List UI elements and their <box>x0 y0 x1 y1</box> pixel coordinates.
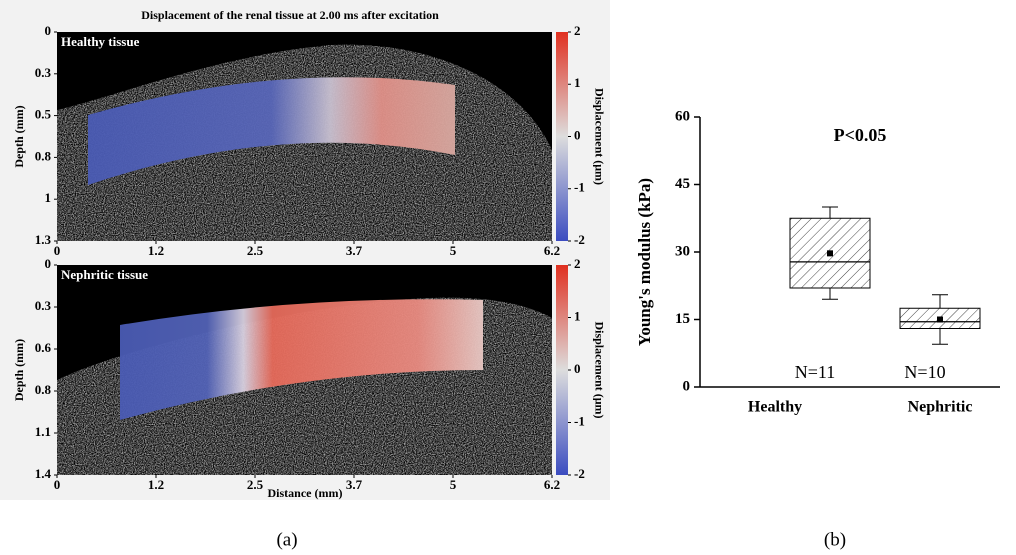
colorbar-tick-label: 1 <box>574 75 581 90</box>
y-tick-label: 1.3 <box>35 232 52 247</box>
y-tick-label: 1 <box>45 190 52 205</box>
colorbar-tick-label: -1 <box>574 413 585 428</box>
colorbar <box>556 265 568 475</box>
x-tick-label: 3.7 <box>346 243 363 258</box>
y-tick-label: 15 <box>675 311 690 327</box>
n-label: N=11 <box>795 362 835 382</box>
y-axis-label: Depth (mm) <box>12 339 26 401</box>
mean <box>827 250 833 257</box>
y-tick-label: 0 <box>45 23 52 38</box>
x-tick-label: 6.2 <box>544 243 560 258</box>
x-tick-label: 6.2 <box>544 477 560 492</box>
colorbar-tick-label: 2 <box>574 23 581 38</box>
image-label: Nephritic tissue <box>61 267 148 282</box>
y-tick-label: 0.6 <box>35 340 52 355</box>
x-tick-label: Nephritic <box>908 399 973 416</box>
y-tick-label: 0.8 <box>35 148 52 163</box>
colorbar-tick-label: 0 <box>574 127 581 142</box>
colorbar-label: Displacement (μm) <box>592 321 606 418</box>
colorbar-tick-label: -2 <box>574 232 585 247</box>
annotation: P<0.05 <box>834 125 887 145</box>
x-tick-label: 2.5 <box>247 243 264 258</box>
x-tick-label: 2.5 <box>247 477 264 492</box>
panel-label: (a) <box>276 529 297 550</box>
mean <box>937 316 943 323</box>
colorbar-tick-label: 0 <box>574 361 581 376</box>
y-tick-label: 0.8 <box>35 382 52 397</box>
displacement-map <box>120 299 483 420</box>
y-tick-label: 0.3 <box>35 65 52 80</box>
chart-title: Displacement of the renal tissue at 2.00… <box>141 8 439 22</box>
y-tick-label: 0 <box>45 256 52 271</box>
colorbar-tick-label: 1 <box>574 308 581 323</box>
y-axis-label: Depth (mm) <box>12 105 26 167</box>
x-tick-label: 3.7 <box>346 477 363 492</box>
y-tick-label: 30 <box>675 243 690 259</box>
x-tick-label: 1.2 <box>148 477 164 492</box>
colorbar-tick-label: 2 <box>574 256 581 271</box>
y-tick-label: 60 <box>675 108 690 124</box>
image-label: Healthy tissue <box>61 34 140 49</box>
colorbar-label: Displacement (μm) <box>592 88 606 185</box>
y-tick-label: 0.5 <box>35 107 52 122</box>
x-tick-label: 0 <box>54 243 61 258</box>
n-label: N=10 <box>904 362 945 382</box>
y-axis-label: Young's modulus (kPa) <box>635 178 654 346</box>
x-tick-label: 5 <box>450 477 457 492</box>
colorbar-tick-label: -1 <box>574 180 585 195</box>
y-tick-label: 1.4 <box>35 466 52 481</box>
colorbar <box>556 32 568 241</box>
x-tick-label: Healthy <box>748 399 802 416</box>
y-tick-label: 0 <box>683 378 691 394</box>
y-tick-label: 45 <box>675 176 690 192</box>
x-axis-label: Distance (mm) <box>268 486 343 500</box>
x-tick-label: 0 <box>54 477 61 492</box>
x-tick-label: 5 <box>450 243 457 258</box>
x-tick-label: 1.2 <box>148 243 164 258</box>
panel-label: (b) <box>824 529 846 550</box>
colorbar-tick-label: -2 <box>574 466 585 481</box>
displacement-map <box>88 77 455 185</box>
y-tick-label: 1.1 <box>35 424 51 439</box>
y-tick-label: 0.3 <box>35 298 52 313</box>
